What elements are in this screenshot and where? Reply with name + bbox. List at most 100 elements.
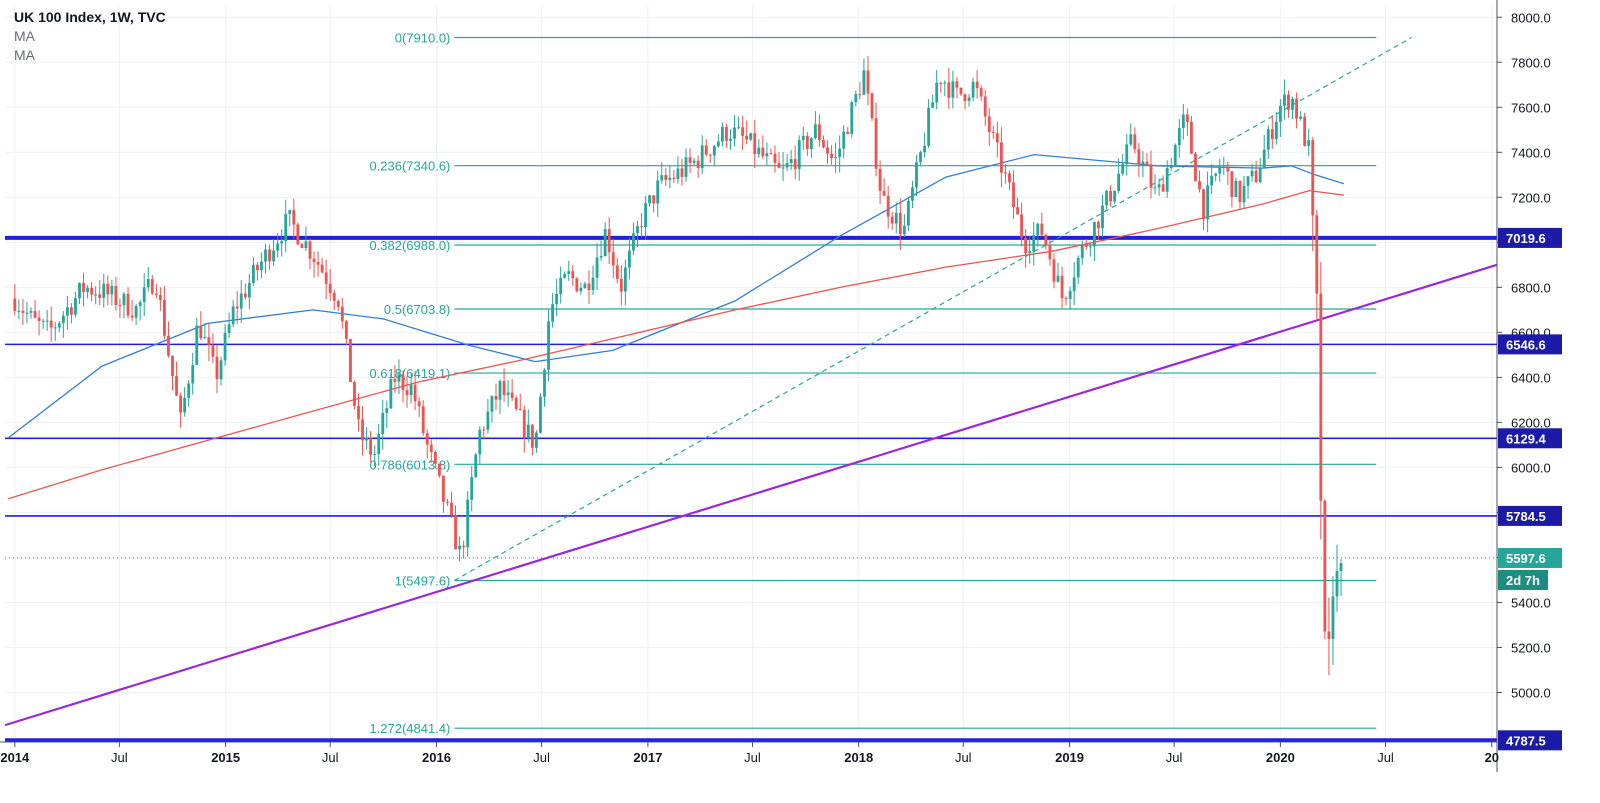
x-tick-label: 2019: [1055, 750, 1084, 765]
candle-body: [1032, 235, 1036, 252]
candle-body: [106, 283, 110, 295]
candle-body: [741, 127, 745, 136]
candle-body: [349, 338, 352, 382]
candle-body: [1153, 187, 1157, 189]
candle-body: [227, 324, 231, 333]
candle-body: [518, 409, 522, 411]
fibonacci-levels[interactable]: 0(7910.0) 0.236(7340.6) 0.382(6988.0) 0.5(6…: [369, 31, 1412, 737]
candle-body: [947, 82, 951, 98]
candle-body: [1327, 631, 1331, 639]
candle-body: [1064, 298, 1068, 300]
candle-body: [1105, 191, 1108, 206]
candle-body: [1109, 191, 1112, 202]
candle-body: [61, 315, 65, 324]
fib-level-label: 1(5497.6): [395, 573, 451, 588]
candle-body: [923, 145, 926, 153]
x-tick-label: Jul: [322, 750, 339, 765]
trendline[interactable]: [4, 263, 1498, 727]
candle-body: [1056, 275, 1060, 282]
candle-body: [1088, 246, 1092, 248]
y-tick-label: 7200.0: [1511, 190, 1551, 205]
candle-body: [1145, 161, 1149, 166]
x-tick-label: Jul: [1166, 750, 1183, 765]
candle-body: [231, 306, 235, 325]
candle-body: [753, 133, 757, 155]
candle-body: [781, 167, 785, 169]
candle-body: [442, 475, 445, 502]
candle-body: [652, 195, 656, 204]
candle-body: [260, 261, 263, 271]
candle-body: [547, 321, 550, 370]
level-price-label: 4787.5: [1506, 733, 1546, 748]
candle-body: [393, 379, 397, 382]
candle-body: [1048, 244, 1052, 260]
candle-body: [373, 454, 377, 456]
candle-body: [78, 283, 81, 299]
legend-ma-2[interactable]: MA: [14, 47, 35, 63]
legend-ma-1[interactable]: MA: [14, 28, 35, 44]
candle-body: [296, 224, 300, 245]
candle-body: [874, 118, 878, 169]
legend-title[interactable]: UK 100 Index, 1W, TVC: [14, 9, 166, 25]
candle-body: [898, 212, 902, 235]
candle-body: [397, 374, 401, 382]
level-price-tag: [1498, 227, 1562, 248]
candle-body: [563, 274, 567, 278]
candle-body: [146, 279, 150, 288]
candle-body: [789, 159, 793, 163]
y-tick-label: 6200.0: [1511, 415, 1551, 430]
candle-body: [793, 159, 797, 169]
candle-body: [700, 145, 704, 169]
candlesticks: [13, 56, 1343, 676]
x-tick-label: 2017: [633, 750, 662, 765]
candle-body: [13, 298, 17, 311]
candle-body: [838, 148, 842, 157]
candle-body: [33, 311, 37, 318]
y-tick-label: 5400.0: [1511, 595, 1551, 610]
candle-body: [644, 203, 647, 228]
x-tick-label: Jul: [111, 750, 128, 765]
candle-body: [773, 153, 777, 163]
candle-body: [1137, 149, 1141, 165]
candle-body: [1121, 163, 1125, 174]
candle-body: [215, 356, 219, 380]
candle-body: [142, 287, 146, 303]
candle-body: [1028, 251, 1032, 254]
candle-body: [251, 264, 255, 283]
candle-body: [757, 147, 761, 155]
candle-body: [308, 241, 312, 259]
candle-body: [870, 93, 874, 119]
candle-body: [498, 381, 502, 400]
purple-trendline: [4, 263, 1498, 727]
candle-body: [385, 408, 389, 413]
candle-body: [801, 135, 805, 141]
candle-body: [247, 282, 251, 298]
candle-body: [332, 292, 336, 301]
candle-body: [150, 279, 154, 294]
candle-body: [919, 152, 922, 163]
candle-body: [462, 545, 466, 548]
candle-body: [239, 293, 243, 309]
candle-body: [1303, 116, 1307, 146]
y-tick-label: 5200.0: [1511, 640, 1551, 655]
price-axis-bg: [1497, 0, 1600, 803]
candle-body: [320, 264, 324, 273]
countdown-tag: [1498, 569, 1548, 590]
candle-body: [1339, 563, 1343, 572]
candle-body: [328, 283, 332, 293]
candle-body: [729, 138, 732, 141]
y-tick-label: 8000.0: [1511, 10, 1551, 25]
candle-body: [1230, 171, 1234, 197]
candle-body: [474, 454, 478, 478]
candle-body: [1278, 105, 1282, 122]
fib-diagonal-line: [454, 36, 1412, 582]
candle-body: [615, 265, 619, 279]
candle-body: [1157, 184, 1161, 188]
candle-body: [405, 390, 409, 396]
candle-body: [401, 374, 405, 391]
candle-body: [389, 379, 393, 409]
candle-body: [324, 272, 328, 284]
candle-body: [138, 302, 142, 306]
